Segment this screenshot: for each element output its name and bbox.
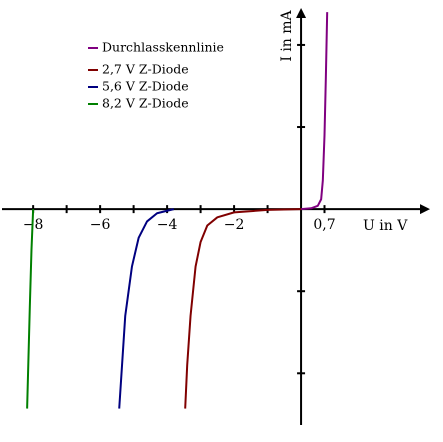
y-axis-label: I in mA xyxy=(279,9,295,61)
x-axis-label: U in V xyxy=(363,218,408,234)
curve xyxy=(184,208,302,409)
legend-label: 5,6 V Z-Diode xyxy=(102,79,189,94)
y-axis-arrow xyxy=(296,8,307,18)
x-axis-arrow xyxy=(420,204,430,215)
x-tick-label: −6 xyxy=(90,217,111,233)
curve xyxy=(300,12,329,211)
legend: Durchlasskennlinie 2,7 V Z-Diode 5,6 V Z-D… xyxy=(88,40,224,111)
legend-label: 8,2 V Z-Diode xyxy=(102,96,189,111)
legend-label: Durchlasskennlinie xyxy=(102,40,224,55)
x-tick-label: −4 xyxy=(157,217,178,233)
x-tick-label: −2 xyxy=(224,217,245,233)
curve xyxy=(118,208,175,409)
curve xyxy=(26,209,35,409)
x-tick-label: 0,7 xyxy=(313,217,335,233)
legend-label: 2,7 V Z-Diode xyxy=(102,62,189,77)
